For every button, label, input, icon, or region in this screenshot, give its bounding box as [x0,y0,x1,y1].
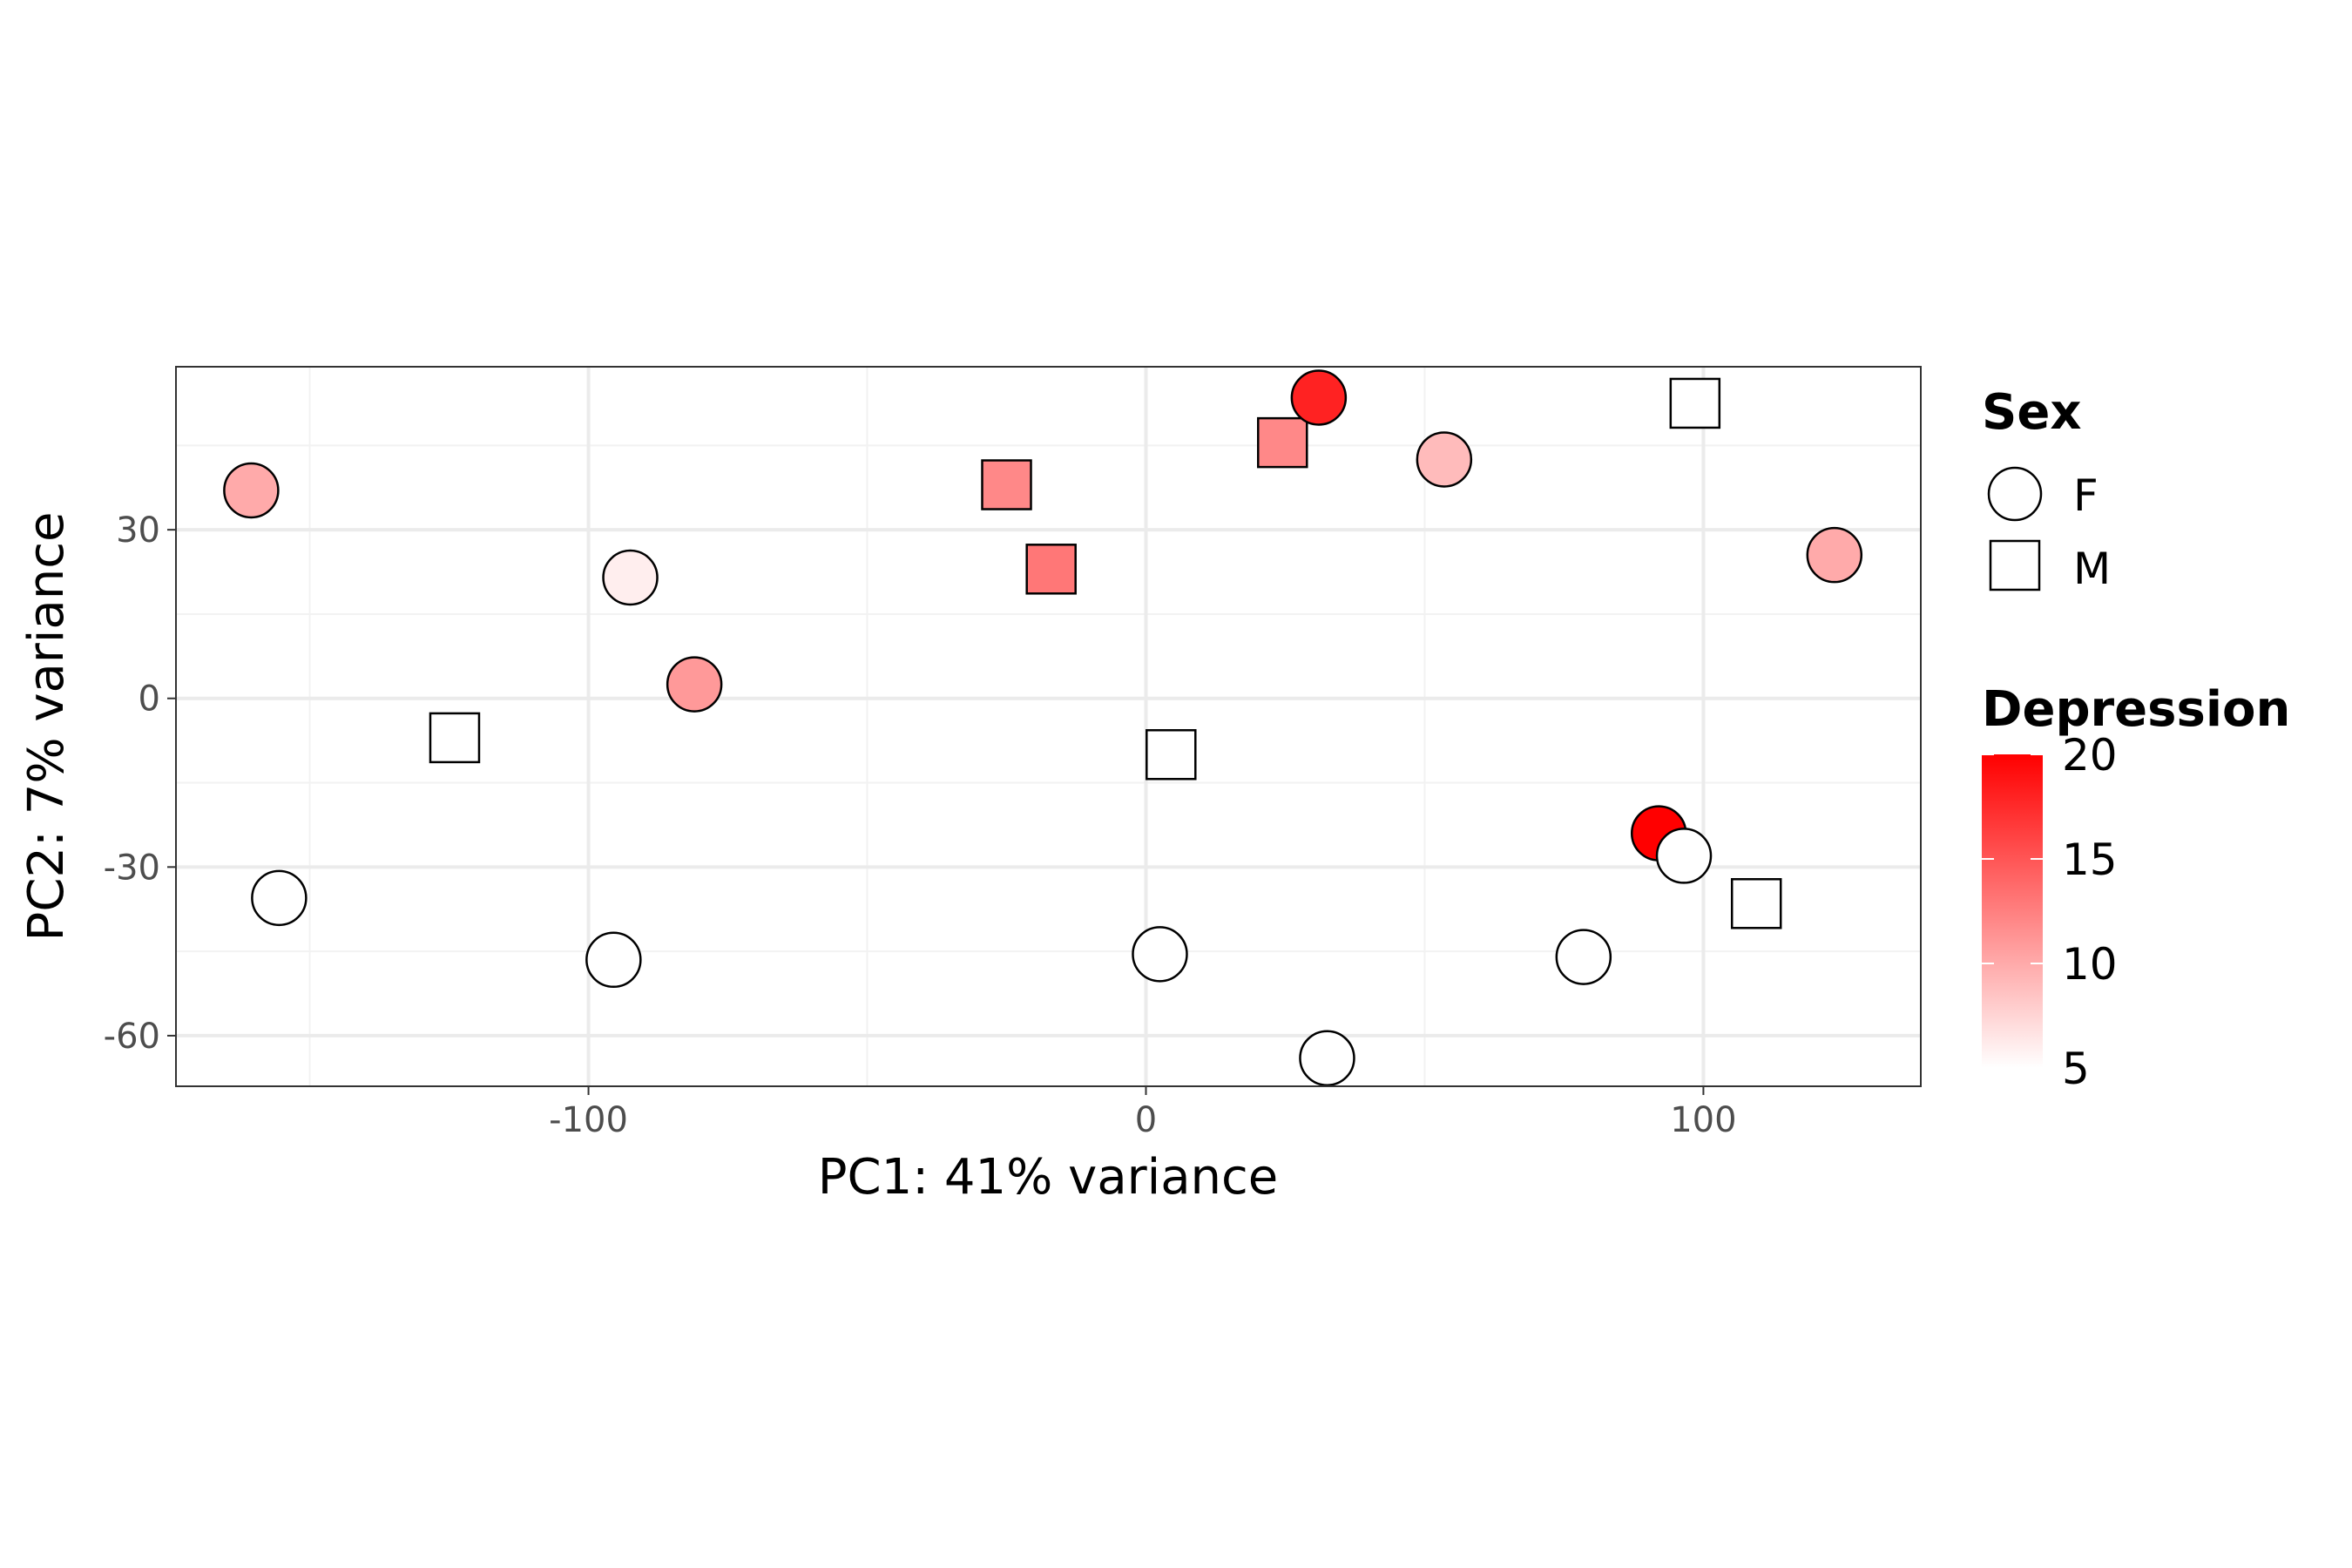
color-legend: Depression 5 10 15 20 [1982,681,2290,1094]
y-tick-label: -60 [104,1017,160,1057]
y-tick-label: 30 [116,510,160,551]
shape-legend-title: Sex [1982,384,2081,441]
data-point-f-3 [585,931,642,989]
legend-key-square [1989,539,2041,591]
data-point-f-4 [602,549,659,606]
data-point-m-10 [1257,416,1308,469]
shape-legend: Sex F M [1982,384,2111,594]
data-point-f-8 [1132,926,1188,983]
color-tick-label: 10 [2062,939,2118,990]
color-bar [1982,754,2043,1068]
grid-major [176,367,1921,1086]
data-point-f-13 [1416,431,1473,488]
x-tick-label: 0 [1135,1100,1157,1140]
color-bar-ticks: 5 10 15 20 [1982,730,2118,1094]
panel-border [175,366,1922,1087]
data-points [223,369,1863,1086]
shape-legend-label-f: F [2073,470,2099,521]
data-point-f-0 [223,462,280,519]
data-point-m-7 [1025,544,1077,595]
data-point-f-5 [666,656,723,713]
color-legend-title: Depression [1982,681,2290,738]
x-axis-title: PC1: 41% variance [818,1149,1279,1206]
x-tick-label: 100 [1670,1100,1736,1140]
y-tick-label: -30 [104,848,160,888]
data-point-f-12 [1299,1030,1355,1086]
y-axis-ticks: -60 -30 0 30 [104,510,176,1057]
x-tick-label: -100 [549,1100,628,1140]
data-point-f-14 [1555,929,1612,985]
data-point-f-19 [1806,526,1863,584]
data-point-f-11 [1290,369,1348,426]
data-point-m-17 [1669,377,1721,429]
data-point-f-1 [251,869,308,927]
data-point-f-16 [1655,828,1713,884]
legend-key-circle [1987,466,2043,522]
y-tick-label: 0 [139,679,160,720]
color-tick-label: 5 [2062,1044,2090,1094]
data-point-m-6 [981,459,1032,510]
color-tick-label: 15 [2062,835,2118,885]
data-point-m-9 [1146,729,1197,781]
shape-legend-label-m: M [2073,544,2111,594]
data-point-m-2 [429,712,481,764]
y-axis-title: PC2: 7% variance [18,512,75,942]
color-tick-label: 20 [2062,730,2118,781]
data-point-m-18 [1730,878,1782,929]
grid-minor [176,367,1921,1086]
x-axis-ticks: -100 0 100 [549,1086,1737,1140]
